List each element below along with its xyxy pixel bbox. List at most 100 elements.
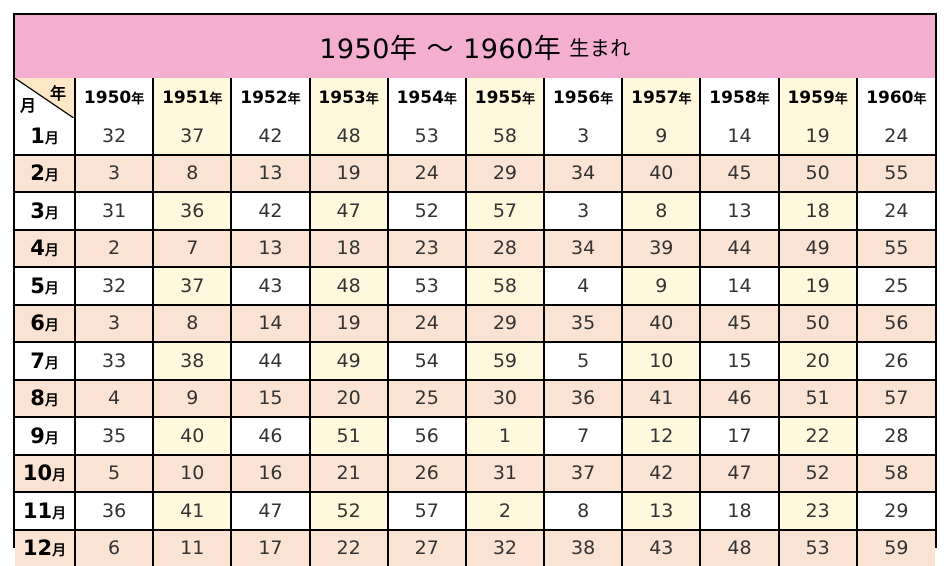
table-cell: 9 (622, 118, 700, 155)
table-cell: 32 (466, 530, 544, 566)
table-cell: 56 (388, 417, 466, 455)
year-header-number: 1956 (553, 88, 600, 108)
table-cell: 27 (388, 530, 466, 566)
table-cell: 59 (857, 530, 935, 566)
table-cell: 48 (700, 530, 778, 566)
table-cell: 51 (779, 380, 857, 418)
table-cell: 22 (310, 530, 388, 566)
table-cell: 8 (622, 192, 700, 230)
table-cell: 18 (779, 192, 857, 230)
table-cell: 3 (544, 192, 622, 230)
table-cell: 50 (779, 155, 857, 193)
month-number: 3 (30, 199, 45, 223)
year-header-suffix: 年 (522, 92, 535, 107)
table-cell: 24 (388, 305, 466, 343)
table-cell: 34 (544, 230, 622, 268)
year-header-number: 1954 (397, 88, 444, 108)
year-header-suffix: 年 (131, 92, 144, 107)
table-cell: 42 (231, 118, 309, 155)
year-header-number: 1953 (318, 88, 365, 108)
table-cell: 52 (388, 192, 466, 230)
table-cell: 47 (310, 192, 388, 230)
year-header-suffix: 年 (288, 92, 301, 107)
year-header-suffix: 年 (444, 92, 457, 107)
month-number: 10 (23, 461, 52, 485)
month-header: 11月 (15, 492, 75, 530)
year-header-1954: 1954年 (388, 78, 466, 118)
month-suffix: 月 (52, 506, 66, 522)
table-cell: 52 (779, 455, 857, 493)
table-cell: 17 (700, 417, 778, 455)
table-cell: 40 (153, 417, 231, 455)
month-number: 9 (30, 424, 45, 448)
table-cell: 15 (231, 380, 309, 418)
table-cell: 58 (466, 267, 544, 305)
month-number: 1 (30, 124, 45, 148)
table-cell: 2 (466, 492, 544, 530)
table-cell: 20 (310, 380, 388, 418)
month-suffix: 月 (45, 281, 59, 297)
table-cell: 2 (75, 230, 153, 268)
table-cell: 53 (388, 118, 466, 155)
month-suffix: 月 (45, 318, 59, 334)
month-header: 8月 (15, 380, 75, 418)
table-cell: 1 (466, 417, 544, 455)
table-cell: 30 (466, 380, 544, 418)
table-cell: 14 (700, 267, 778, 305)
table-cell: 35 (75, 417, 153, 455)
month-suffix: 月 (45, 431, 59, 447)
table-cell: 23 (779, 492, 857, 530)
table-cell: 17 (231, 530, 309, 566)
year-header-number: 1959 (787, 88, 834, 108)
table-cell: 11 (153, 530, 231, 566)
month-header: 10月 (15, 455, 75, 493)
year-header-suffix: 年 (209, 92, 222, 107)
table-cell: 47 (231, 492, 309, 530)
table-cell: 15 (700, 342, 778, 380)
table-cell: 9 (153, 380, 231, 418)
corner-month-label: 月 (20, 92, 36, 116)
table-cell: 28 (857, 417, 935, 455)
table-cell: 28 (466, 230, 544, 268)
table-cell: 18 (310, 230, 388, 268)
table-cell: 35 (544, 305, 622, 343)
year-header-number: 1960 (866, 88, 913, 108)
table-cell: 57 (466, 192, 544, 230)
year-header-suffix: 年 (366, 92, 379, 107)
year-header-number: 1955 (475, 88, 522, 108)
table-cell: 10 (622, 342, 700, 380)
table-cell: 43 (231, 267, 309, 305)
table-cell: 48 (310, 118, 388, 155)
table-cell: 56 (857, 305, 935, 343)
month-suffix: 月 (45, 243, 59, 259)
table-cell: 58 (857, 455, 935, 493)
year-header-number: 1958 (709, 88, 756, 108)
table-cell: 19 (310, 305, 388, 343)
table-cell: 31 (466, 455, 544, 493)
table-cell: 40 (622, 155, 700, 193)
month-header: 1月 (15, 118, 75, 155)
table-cell: 24 (857, 118, 935, 155)
table-cell: 18 (700, 492, 778, 530)
month-number: 5 (30, 274, 45, 298)
table-cell: 22 (779, 417, 857, 455)
table-cell: 24 (857, 192, 935, 230)
table-cell: 49 (779, 230, 857, 268)
table-cell: 6 (75, 530, 153, 566)
table-cell: 5 (544, 342, 622, 380)
month-header: 5月 (15, 267, 75, 305)
month-header: 7月 (15, 342, 75, 380)
table-cell: 52 (310, 492, 388, 530)
